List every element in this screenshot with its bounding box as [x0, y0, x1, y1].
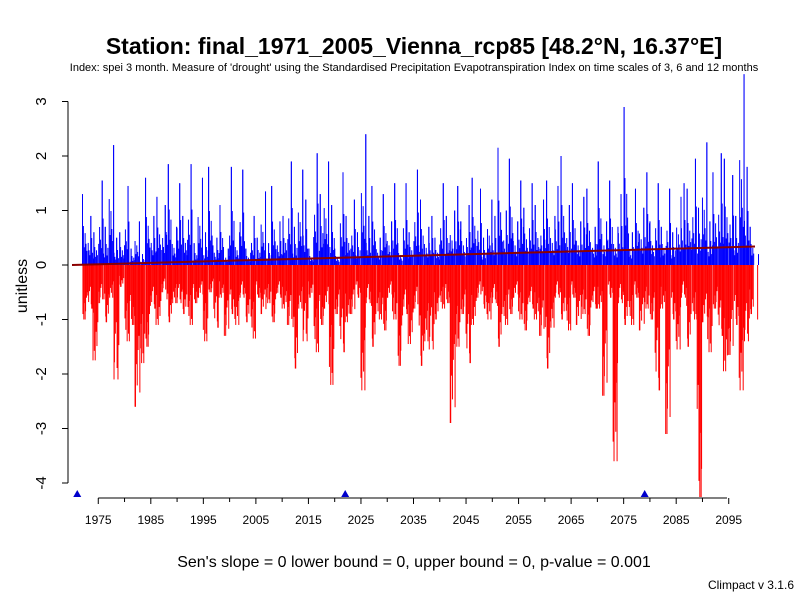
x-tick-label: 2025 [348, 513, 375, 527]
climpact-version: Climpact v 3.1.6 [708, 578, 794, 592]
x-tick-label: 2075 [610, 513, 637, 527]
sens-slope-stats: Sen's slope = 0 lower bound = 0, upper b… [177, 554, 651, 571]
missing-data-marker [640, 490, 649, 497]
x-tick-label: 1975 [85, 513, 112, 527]
x-tick-label: 2065 [558, 513, 585, 527]
y-tick-label: 3 [33, 97, 50, 105]
y-tick-label: 0 [33, 261, 50, 269]
y-axis-label: unitless [14, 259, 31, 313]
y-axis: -4 -3 -2 -1 0 1 2 3 [33, 97, 69, 490]
x-tick-label: 2085 [663, 513, 690, 527]
y-tick-label: -2 [33, 367, 50, 380]
y-tick-label: 2 [33, 152, 50, 160]
y-tick-label: -1 [33, 313, 50, 326]
x-tick-label: 1985 [137, 513, 164, 527]
x-tick-label: 1995 [190, 513, 217, 527]
x-tick-label: 2095 [715, 513, 742, 527]
trend-line [71, 245, 756, 266]
y-tick-label: -4 [33, 476, 50, 489]
x-tick-label: 2035 [400, 513, 427, 527]
x-axis: 1975 1985 1995 2005 2015 2025 2035 2045 2055 2065… [85, 497, 742, 527]
missing-data-markers [73, 490, 649, 497]
chart-title: Station: final_1971_2005_Vienna_rcp85 [4… [106, 33, 722, 59]
chart-subtitle: Index: spei 3 month. Measure of 'drought… [70, 62, 759, 74]
x-tick-label: 2055 [505, 513, 532, 527]
negative-bars [82, 265, 759, 497]
x-tick-label: 2015 [295, 513, 322, 527]
positive-bars [82, 74, 760, 265]
y-tick-label: -3 [33, 422, 50, 435]
x-tick-label: 2045 [453, 513, 480, 527]
missing-data-marker [341, 490, 350, 497]
x-tick-label: 2005 [243, 513, 270, 527]
y-tick-label: 1 [33, 206, 50, 214]
trend-layer [71, 245, 756, 266]
missing-data-marker [73, 490, 82, 497]
